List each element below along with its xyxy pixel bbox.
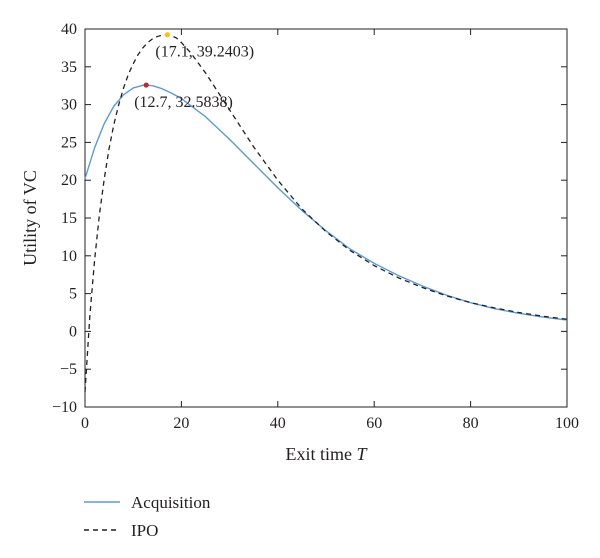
annotation-label: (12.7, 32.5838) <box>134 94 233 111</box>
series-line-acquisition <box>84 84 568 321</box>
x-tick-label: 0 <box>81 415 89 432</box>
y-tick-label: 35 <box>61 59 77 76</box>
x-tick-label: 20 <box>173 415 189 432</box>
series-layer <box>84 34 568 392</box>
y-tick-label: 25 <box>61 134 77 151</box>
y-tick-label: 30 <box>61 97 77 114</box>
x-axis-title: Exit time T <box>285 444 368 464</box>
y-tick-label: −10 <box>52 399 77 416</box>
y-axis-title: Utility of VC <box>20 170 40 266</box>
x-axis-title-text: Exit time <box>285 444 352 464</box>
y-tick-label: 10 <box>61 248 77 265</box>
marker-layer: (17.1, 39.2403) (12.7, 32.5838) <box>134 32 254 111</box>
annotation-marker <box>143 82 149 88</box>
y-tick-label: 0 <box>69 323 77 340</box>
x-tick-label: 40 <box>270 415 286 432</box>
x-tick-label: 60 <box>366 415 382 432</box>
series-line-ipo <box>84 34 568 392</box>
y-tick-label: 40 <box>61 21 77 38</box>
y-tick-label: 15 <box>61 210 77 227</box>
plot-frame <box>84 28 568 408</box>
legend-label-acquisition: Acquisition <box>131 493 211 512</box>
annotation-marker <box>164 32 171 38</box>
x-axis-title-variable: T <box>356 444 368 464</box>
legend-label-ipo: IPO <box>131 521 158 540</box>
y-tick-label: −5 <box>60 361 77 378</box>
y-tick-label: 20 <box>61 172 77 189</box>
legend: Acquisition IPO <box>84 493 211 540</box>
annotation-label: (17.1, 39.2403) <box>155 44 254 61</box>
x-tick-label: 100 <box>555 415 579 432</box>
y-tick-label: 5 <box>69 286 77 303</box>
tick-layer: 0 20 40 60 80 100 −10 −5 0 5 10 15 20 25 30 35 40 <box>52 21 579 432</box>
x-tick-label: 80 <box>463 415 479 432</box>
plot-area: (17.1, 39.2403) (12.7, 32.5838) 0 20 40 60 80… <box>52 21 579 432</box>
